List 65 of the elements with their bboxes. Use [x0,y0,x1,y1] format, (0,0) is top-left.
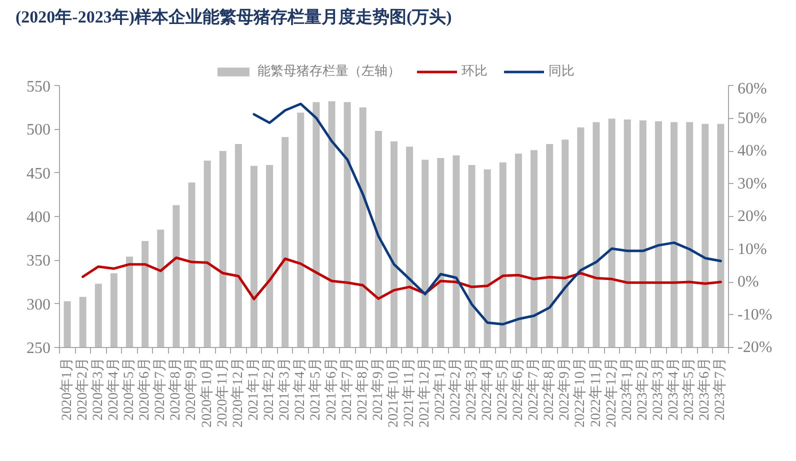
x-tick-label: 2021年1月 [245,358,262,420]
x-tick-label: 2022年1月 [432,358,448,420]
x-tick-label: 2022年3月 [463,358,480,420]
x-tick-label: 2023年7月 [712,358,728,420]
x-tick-label: 2021年8月 [354,358,370,420]
chart-title: (2020年-2023年)样本企业能繁母猪存栏量月度走势图(万头) [16,8,452,26]
y2-tick-label: 20% [738,208,767,225]
legend-label: 环比 [462,62,488,80]
x-tick-label: 2021年10月 [386,358,402,428]
x-tick-label: 2020年4月 [105,358,122,420]
x-tick-label: 2020年8月 [168,358,184,420]
y-tick-label: 250 [26,340,50,357]
x-tick-label: 2022年2月 [448,358,464,420]
x-tick-label: 2022年10月 [572,358,588,428]
x-tick-label: 2020年10月 [198,358,215,428]
x-tick-label: 2022年5月 [494,358,510,420]
x-tick-label: 2020年11月 [214,357,230,427]
y2-tick-label: 60% [738,80,767,98]
x-tick-label: 2022年12月 [603,358,620,428]
x-tick-label: 2022年8月 [541,358,558,420]
x-tick-label: 2021年11月 [401,357,418,427]
x-tick-label: 2020年5月 [121,358,138,420]
x-tick-label: 2022年7月 [526,358,542,420]
x-tick-label: 2020年9月 [183,358,200,420]
x-tick-label: 2021年12月 [416,358,433,428]
line-series [82,256,722,300]
x-tick-label: 2023年1月 [618,358,635,420]
x-tick-label: 2021年5月 [308,358,324,420]
x-tick-label: 2021年9月 [370,358,386,420]
y-tick-label: 300 [26,296,50,314]
x-tick-label: 2020年3月 [90,358,106,420]
x-tick-label: 2022年9月 [556,358,573,420]
y-tick-label: 350 [26,252,50,270]
x-tick-label: 2020年12月 [230,358,246,428]
line-series [252,102,722,326]
x-tick-label: 2023年6月 [696,358,713,420]
y2-tick-label: 0% [738,274,759,290]
y2-tick-label: -10% [738,306,772,324]
x-tick-label: 2023年2月 [634,358,650,420]
x-tick-label: 2021年6月 [323,358,340,420]
y-tick-label: 550 [26,78,50,96]
x-tick-label: 2022年11月 [588,357,604,427]
y2-tick-label: 40% [738,142,767,160]
x-tick-label: 2023年4月 [666,358,682,420]
y2-tick-label: 30% [738,175,767,192]
x-tick-label: 2020年1月 [58,358,75,420]
x-tick-label: 2022年6月 [510,358,526,420]
x-tick-label: 2023年5月 [681,358,698,420]
y-tick-label: 400 [26,209,50,226]
x-tick-label: 2020年7月 [152,358,168,420]
y2-tick-label: -20% [738,339,772,356]
y-tick-label: 450 [26,165,50,182]
y2-tick-label: 10% [738,240,767,258]
x-tick-label: 2021年3月 [276,358,293,420]
legend-label: 同比 [548,62,574,80]
x-tick-label: 2022年4月 [478,358,495,420]
y-tick-label: 500 [26,122,50,139]
x-tick-label: 2023年3月 [650,358,666,420]
y2-tick-label: 50% [738,110,767,127]
x-tick-label: 2021年2月 [261,358,278,420]
x-tick-label: 2021年7月 [338,358,355,420]
x-tick-label: 2020年6月 [136,358,153,420]
x-tick-label: 2021年4月 [292,358,308,420]
legend-label: 能繁母猪存栏量（左轴） [258,62,400,80]
x-tick-label: 2020年2月 [74,358,90,420]
